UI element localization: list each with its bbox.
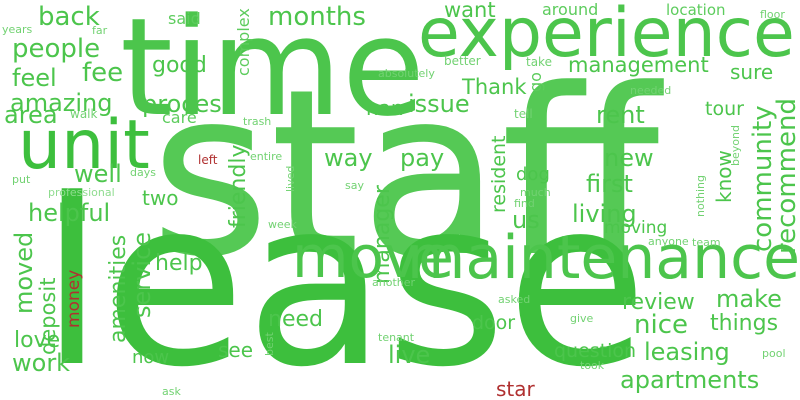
- word-need: need: [268, 307, 323, 332]
- word-entire: entire: [250, 150, 283, 163]
- word-asked: asked: [498, 293, 531, 306]
- word-move: move: [292, 223, 454, 291]
- word-week: week: [268, 218, 297, 231]
- word-apartments: apartments: [620, 366, 760, 394]
- word-friendly: friendly: [226, 144, 251, 228]
- word-now: now: [132, 347, 170, 368]
- word-time: time: [120, 0, 426, 146]
- word-leasing: leasing: [644, 338, 730, 366]
- word-review: review: [622, 290, 695, 315]
- word-lease: lease: [40, 151, 648, 400]
- word-fee: fee: [82, 58, 124, 88]
- word-process: process: [142, 90, 235, 118]
- word-rent: rent: [596, 101, 645, 129]
- word-love: love: [14, 328, 61, 353]
- word-pool: pool: [762, 347, 786, 360]
- word-nice: nice: [634, 310, 688, 340]
- word-door: door: [472, 312, 516, 334]
- word-give: give: [570, 312, 594, 325]
- word-ask: ask: [162, 385, 181, 398]
- word-complex: complex: [234, 8, 253, 76]
- word-months: months: [268, 2, 366, 32]
- word-nothing: nothing: [694, 175, 707, 217]
- word-maintenance: maintenance: [406, 223, 800, 293]
- word-good: good: [152, 53, 207, 78]
- word-things: things: [710, 311, 779, 336]
- word-first: first: [586, 170, 633, 198]
- word-new: new: [604, 144, 654, 172]
- word-walk: walk: [70, 107, 98, 121]
- word-experience: experience: [418, 0, 795, 73]
- word-said: said: [168, 9, 201, 28]
- word-anyone: anyone: [648, 235, 689, 248]
- word-area: area: [4, 101, 58, 129]
- word-location: location: [666, 1, 726, 19]
- word-service: service: [128, 232, 156, 318]
- word-better: better: [444, 54, 481, 68]
- word-issue: issue: [408, 90, 470, 118]
- word-well: well: [74, 160, 122, 188]
- word-money: money: [64, 269, 84, 328]
- word-way: way: [324, 144, 373, 172]
- word-team: team: [692, 236, 721, 249]
- word-know: know: [712, 150, 736, 203]
- word-years: years: [2, 23, 33, 36]
- word-care: care: [162, 108, 197, 127]
- word-sure: sure: [730, 60, 774, 84]
- word-resident: resident: [488, 135, 510, 213]
- word-back: back: [38, 2, 100, 32]
- word-professional: professional: [48, 186, 115, 199]
- word-living: living: [572, 200, 637, 228]
- word-helpful: helpful: [28, 199, 111, 227]
- word-find: find: [514, 197, 535, 210]
- word-tour: tour: [705, 98, 744, 120]
- word-want: want: [444, 0, 496, 22]
- word-make: make: [716, 285, 782, 313]
- word-people: people: [12, 34, 101, 64]
- word-tenant: tenant: [378, 331, 415, 344]
- word-took: took: [580, 359, 605, 372]
- word-us: us: [512, 206, 540, 234]
- word-best: best: [263, 332, 276, 356]
- word-put: put: [12, 173, 31, 186]
- word-amazing: amazing: [10, 89, 113, 117]
- word-another: another: [372, 276, 416, 289]
- word-star: star: [496, 377, 535, 400]
- word-moving: moving: [604, 218, 668, 238]
- word-feel: feel: [12, 64, 57, 92]
- word-work: work: [12, 349, 71, 377]
- word-question: question: [554, 340, 637, 362]
- word-floor: floor: [760, 8, 785, 21]
- word-days: days: [130, 166, 156, 179]
- word-dog: dog: [516, 164, 550, 185]
- word-left: left: [198, 153, 218, 167]
- word-tell: tell: [514, 107, 533, 121]
- word-needed: needed: [630, 84, 672, 97]
- word-manager: manager: [370, 185, 395, 284]
- word-go: go: [526, 72, 545, 92]
- word-staff: staff: [150, 41, 660, 308]
- word-two: two: [142, 186, 179, 210]
- word-help: help: [155, 251, 203, 276]
- word-far: far: [92, 24, 108, 37]
- word-amenities: amenities: [106, 234, 131, 343]
- word-take: take: [526, 55, 552, 69]
- word-lived: lived: [284, 165, 297, 192]
- word-around: around: [542, 0, 599, 19]
- word-pay: pay: [400, 144, 445, 172]
- word-moved: moved: [10, 231, 38, 314]
- word-say: say: [345, 179, 364, 192]
- word-much: much: [520, 186, 551, 199]
- word-nan: nan: [366, 96, 404, 120]
- word-thank: Thank: [462, 75, 527, 99]
- word-management: management: [568, 53, 709, 77]
- word-community: community: [748, 105, 778, 252]
- word-unit: unit: [18, 106, 150, 185]
- word-absolutely: absolutely: [378, 67, 435, 80]
- word-live: live: [388, 341, 431, 369]
- word-see: see: [218, 338, 254, 362]
- word-trash: trash: [243, 115, 272, 128]
